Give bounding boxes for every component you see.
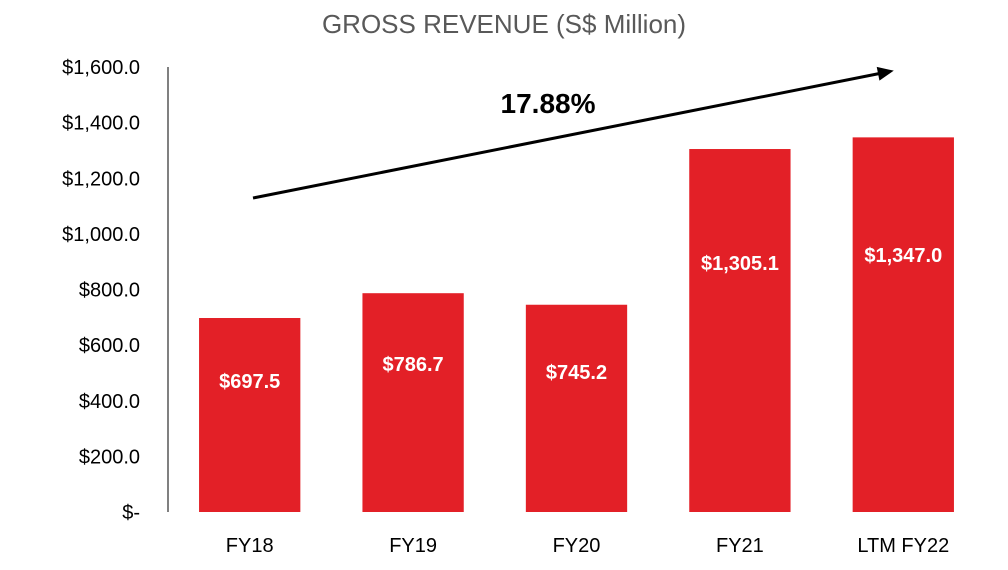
growth-arrow-line: [252, 71, 883, 200]
bar-fy18: [199, 318, 301, 512]
bar-ltm-fy22: [852, 137, 954, 512]
y-tick-label: $800.0: [79, 280, 140, 302]
x-tick-label: FY19: [389, 535, 437, 557]
growth-rate-label: 17.88%: [501, 88, 596, 119]
y-tick-label: $200.0: [79, 446, 140, 468]
bar-data-label: $745.2: [546, 362, 607, 384]
bar-data-label: $1,347.0: [864, 245, 942, 267]
x-axis: FY18 FY19 FY20 FY21 LTM FY22: [226, 535, 949, 557]
bar-fy20: [525, 304, 628, 512]
y-tick-label: $1,200.0: [62, 168, 140, 190]
bar-data-label: $697.5: [219, 371, 280, 393]
bar-fy19: [362, 293, 464, 512]
bar-fy21: [689, 149, 791, 513]
y-tick-label: $1,000.0: [62, 224, 140, 246]
y-tick-label: $1,600.0: [62, 57, 140, 79]
y-axis: $- $200.0 $400.0 $600.0 $800.0 $1,000.0 $1,200…: [62, 57, 169, 524]
x-tick-label: FY21: [716, 535, 764, 557]
y-tick-label: $-: [122, 502, 140, 524]
y-tick-label: $400.0: [79, 391, 140, 413]
x-tick-label: FY20: [553, 535, 601, 557]
y-tick-label: $600.0: [79, 335, 140, 357]
growth-annotation: 17.88%: [252, 66, 894, 200]
growth-arrow-head: [876, 66, 894, 81]
bar-data-label: $786.7: [383, 354, 444, 376]
y-tick-label: $1,400.0: [62, 113, 140, 135]
chart-title: GROSS REVENUE (S$ Million): [322, 9, 686, 39]
bar-data-label: $1,305.1: [701, 253, 779, 275]
x-tick-label: FY18: [226, 535, 274, 557]
x-tick-label: LTM FY22: [857, 535, 949, 557]
bars: $697.5 $786.7 $745.2 $1,305.1 $1,347.0: [199, 137, 954, 513]
